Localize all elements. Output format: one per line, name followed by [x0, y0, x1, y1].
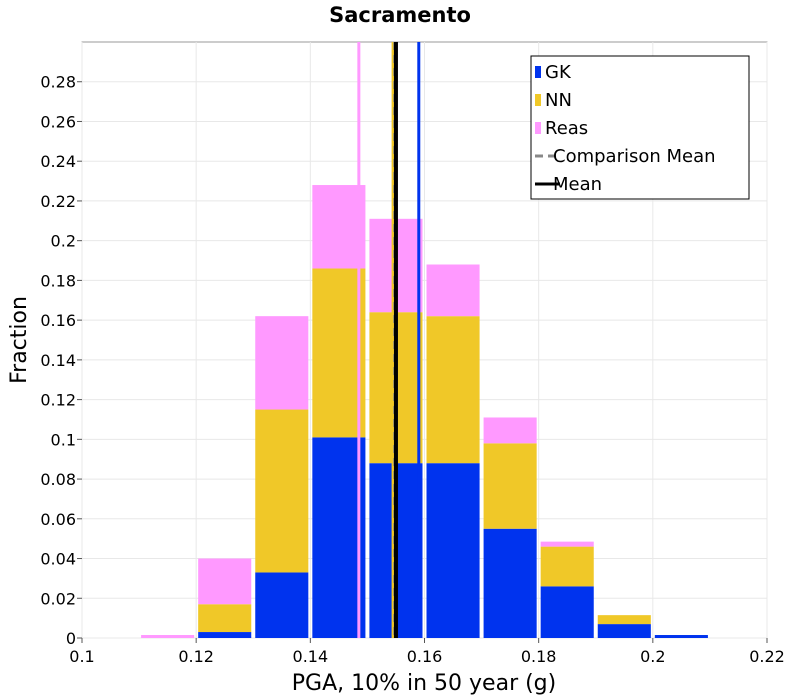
bar-reas-5 — [426, 264, 480, 317]
y-axis-title: Fraction — [7, 296, 32, 384]
legend-label-reas: Reas — [545, 118, 588, 139]
y-tick-label: 0.06 — [40, 510, 76, 529]
x-tick-label: 0.22 — [749, 647, 785, 666]
y-tick-label: 0.16 — [40, 311, 76, 330]
y-tick-label: 0 — [66, 629, 76, 648]
x-tick-label: 0.16 — [407, 647, 443, 666]
bar-nn-7 — [540, 546, 594, 587]
x-tick-label: 0.1 — [69, 647, 94, 666]
y-tick-label: 0.1 — [51, 430, 76, 449]
bar-gk-1 — [198, 632, 252, 638]
bar-nn-2 — [255, 409, 309, 573]
x-tick-label: 0.12 — [178, 647, 214, 666]
bar-gk-5 — [426, 463, 480, 638]
y-tick-label: 0.02 — [40, 589, 76, 608]
mean-lines — [357, 42, 421, 638]
y-tick-label: 0.2 — [51, 232, 76, 251]
y-tick-label: 0.28 — [40, 73, 76, 92]
grid-lines — [81, 42, 768, 639]
legend-label-gk: GK — [545, 62, 572, 83]
bar-gk-3 — [312, 437, 366, 638]
legend-swatch-nn — [535, 94, 541, 106]
legend-label-nn: NN — [545, 90, 572, 111]
legend-box — [530, 55, 750, 200]
bar-nn-1 — [198, 604, 252, 633]
y-tick-label: 0.22 — [40, 192, 76, 211]
bar-gk-9 — [654, 635, 708, 638]
bar-reas-3 — [312, 185, 366, 269]
chart-title: Sacramento — [329, 3, 471, 27]
y-tick-label: 0.26 — [40, 112, 76, 131]
legend-label-comparison-mean: Comparison Mean — [553, 146, 716, 167]
y-tick-label: 0.18 — [40, 271, 76, 290]
legend: GK NN Reas Comparison Mean Mean — [530, 55, 750, 200]
x-tick-label: 0.18 — [521, 647, 557, 666]
x-axis-ticks: 0.1 0.12 0.14 0.16 0.18 0.2 0.22 — [69, 638, 785, 666]
bar-group — [141, 185, 708, 638]
bar-gk-8 — [597, 624, 651, 638]
x-axis-title: PGA, 10% in 50 year (g) — [292, 671, 556, 696]
bar-reas-7 — [540, 541, 594, 547]
legend-label-mean: Mean — [553, 174, 602, 195]
bar-nn-5 — [426, 316, 480, 464]
bar-reas-6 — [483, 417, 537, 444]
bar-nn-6 — [483, 443, 537, 529]
y-tick-label: 0.04 — [40, 550, 76, 569]
legend-swatch-gk — [535, 66, 541, 78]
bar-reas-2 — [255, 316, 309, 410]
bar-gk-7 — [540, 586, 594, 638]
y-tick-label: 0.24 — [40, 152, 76, 171]
bar-nn-3 — [312, 268, 366, 438]
y-tick-label: 0.08 — [40, 470, 76, 489]
x-tick-label: 0.2 — [640, 647, 665, 666]
x-tick-label: 0.14 — [293, 647, 329, 666]
y-axis-ticks: 0 0.02 0.04 0.06 0.08 0.1 0.12 0.14 0.16 0.18 0.2 0… — [40, 73, 82, 648]
bar-reas-1 — [198, 558, 252, 605]
y-tick-label: 0.14 — [40, 351, 76, 370]
bar-reas-0 — [141, 635, 195, 638]
y-tick-label: 0.12 — [40, 391, 76, 410]
bar-gk-2 — [255, 572, 309, 638]
bar-nn-8 — [597, 615, 651, 625]
legend-swatch-reas — [535, 122, 541, 134]
bar-gk-6 — [483, 528, 537, 638]
